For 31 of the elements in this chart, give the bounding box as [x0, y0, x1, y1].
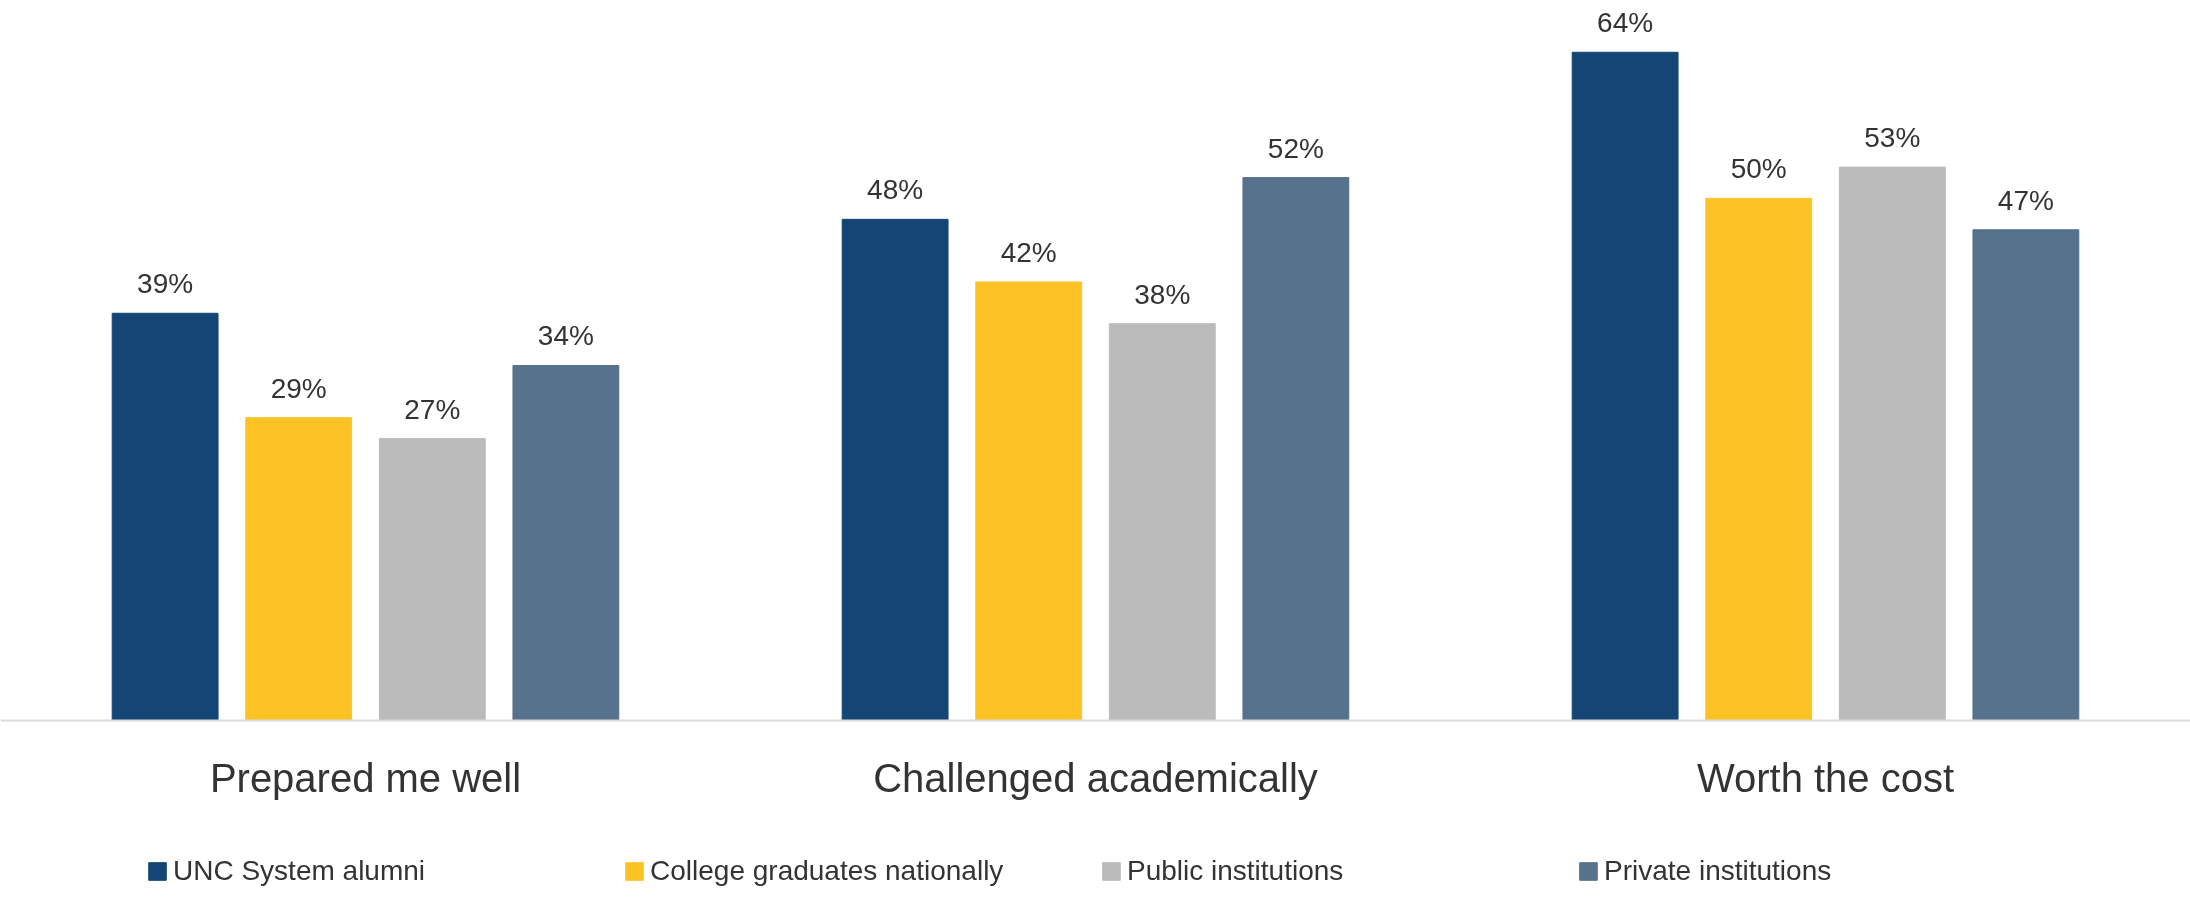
data-label: 52% — [1267, 132, 1324, 164]
bar — [1705, 197, 1813, 721]
data-label: 34% — [537, 320, 594, 352]
bar — [512, 364, 620, 721]
data-label: 38% — [1134, 278, 1191, 310]
x-tick-label: Challenged academically — [873, 756, 1318, 801]
bar — [378, 438, 486, 721]
bar — [841, 218, 949, 721]
data-label: 64% — [1597, 7, 1654, 39]
data-label: 39% — [137, 268, 194, 300]
bar — [1838, 166, 1946, 721]
legend-label: UNC System alumni — [173, 855, 427, 887]
legend-label: Private institutions — [1604, 855, 1833, 887]
legend-label: College graduates nationally — [650, 855, 1005, 887]
bar — [245, 417, 353, 721]
data-label: 27% — [404, 393, 461, 425]
data-label: 29% — [270, 372, 327, 404]
bar — [975, 281, 1083, 721]
data-label: 47% — [1997, 184, 2054, 216]
data-label: 42% — [1000, 236, 1057, 268]
bar — [111, 312, 219, 721]
data-label: 48% — [867, 174, 924, 206]
bar — [1972, 229, 2080, 721]
legend-label: Public institutions — [1127, 855, 1345, 887]
data-label: 50% — [1730, 153, 1787, 185]
x-tick-label: Prepared me well — [209, 756, 522, 801]
x-tick-label: Worth the cost — [1696, 756, 1955, 801]
bar — [1108, 323, 1216, 721]
data-label: 53% — [1864, 122, 1921, 154]
bar — [1571, 51, 1679, 721]
bar — [1242, 177, 1350, 721]
